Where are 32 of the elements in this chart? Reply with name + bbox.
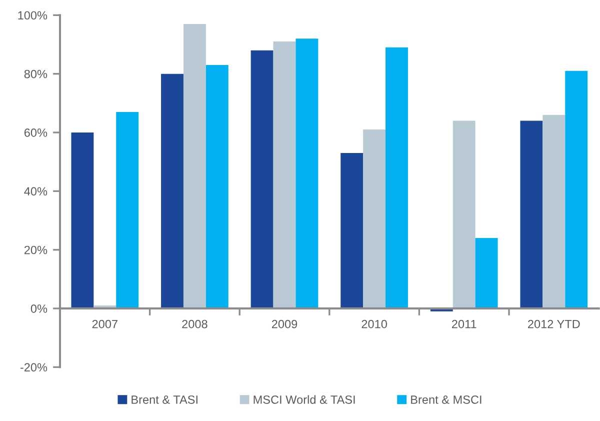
y-tick-label: 40% <box>24 187 48 196</box>
legend-label: Brent & TASI <box>132 395 198 404</box>
x-tick-label: 2008 <box>182 320 208 328</box>
y-tick-label: -20% <box>20 363 48 372</box>
bar <box>206 65 228 308</box>
bar <box>565 70 588 308</box>
x-tick-label: 2012 YTD <box>528 320 580 328</box>
y-tick-label: 60% <box>24 128 48 137</box>
x-tick-label: 2011 <box>452 320 476 328</box>
legend-label: Brent & MSCI <box>411 395 482 404</box>
bar <box>363 130 386 308</box>
x-tick-label: 2007 <box>92 320 118 328</box>
bar <box>475 238 498 308</box>
y-tick-label: 20% <box>24 246 48 254</box>
bar <box>452 120 476 308</box>
x-tick-label: 2010 <box>362 320 387 328</box>
bar <box>386 47 408 308</box>
bar <box>116 112 139 308</box>
bar <box>296 38 318 308</box>
bar <box>183 24 206 308</box>
bar <box>161 74 184 308</box>
legend-label: MSCI World & TASI <box>254 395 355 404</box>
bar <box>340 153 364 308</box>
y-tick-label: 0% <box>30 304 48 313</box>
x-tick-label: 2009 <box>272 320 298 328</box>
bar <box>273 42 296 308</box>
y-tick-label: 100% <box>18 11 48 20</box>
bar <box>542 114 566 308</box>
bar <box>520 120 543 308</box>
y-tick-label: 80% <box>24 70 48 78</box>
bar <box>71 132 94 308</box>
bar <box>250 50 274 308</box>
